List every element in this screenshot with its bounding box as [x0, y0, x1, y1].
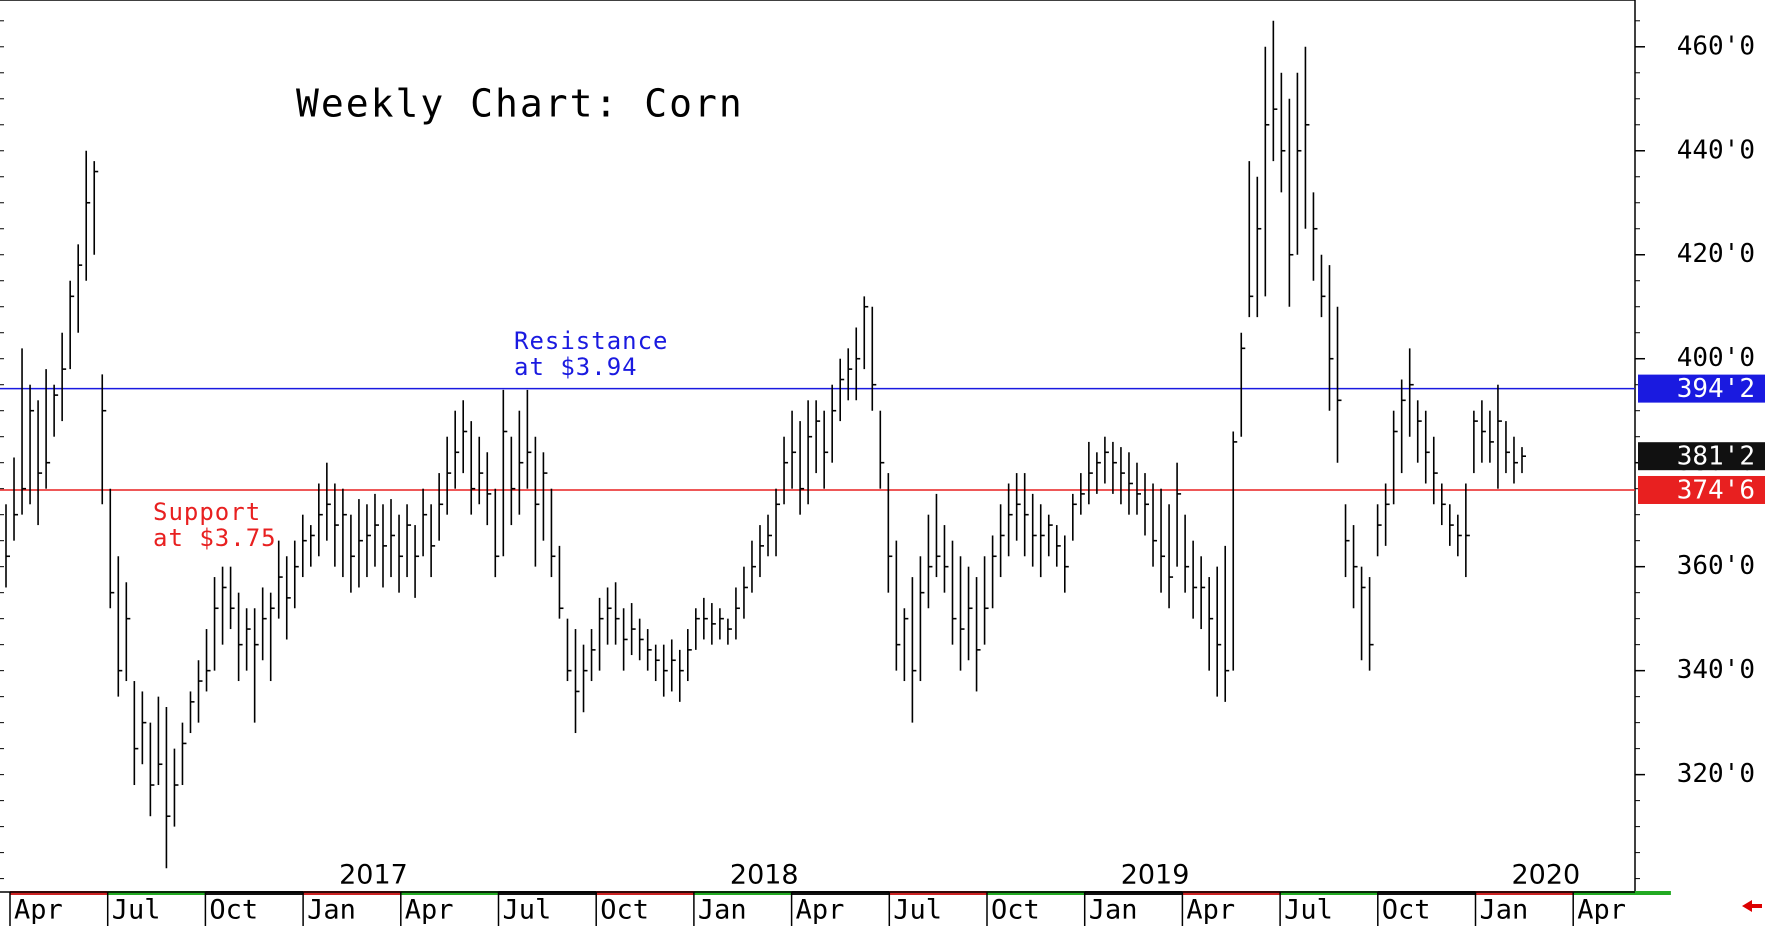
x-tick-label: Apr: [796, 895, 845, 926]
x-tick-label: Jan: [307, 895, 356, 926]
axis-strip: [303, 891, 401, 895]
axis-strip: [400, 891, 499, 895]
axis-strip: [1280, 891, 1378, 895]
y-tick-label: 360'0: [1677, 551, 1755, 581]
axis-strip: [1084, 891, 1183, 895]
year-label: 2018: [730, 860, 799, 891]
level-annotation: at $3.94: [514, 353, 638, 381]
x-tick-label: Jul: [112, 895, 161, 926]
x-tick-label: Apr: [405, 895, 454, 926]
axis-strip: [1182, 891, 1281, 895]
x-tick-label: Jan: [1089, 895, 1138, 926]
axis-strip: [205, 891, 304, 895]
axis-strip: [889, 891, 987, 895]
chart-title: Weekly Chart: Corn: [296, 82, 744, 126]
level-annotation: Support: [153, 498, 261, 526]
y-tick-label: 400'0: [1677, 343, 1755, 373]
price-tag-label: 381'2: [1677, 442, 1755, 472]
level-annotation: Resistance: [514, 327, 669, 355]
axis-strip: [1573, 891, 1671, 895]
axis-strip: [1475, 891, 1574, 895]
x-tick-label: Jan: [1480, 895, 1529, 926]
x-tick-label: Oct: [209, 895, 258, 926]
axis-strip: [693, 891, 792, 895]
x-tick-label: Apr: [1577, 895, 1626, 926]
x-tick-label: Jul: [503, 895, 552, 926]
x-tick-label: Oct: [600, 895, 649, 926]
price-tag: [1638, 374, 1765, 403]
y-tick-label: 420'0: [1677, 239, 1755, 269]
y-tick-label: 320'0: [1677, 759, 1755, 789]
price-tag-label: 374'6: [1677, 475, 1755, 505]
x-tick-label: Jul: [1284, 895, 1333, 926]
price-tag-label: 394'2: [1677, 374, 1755, 404]
axis-strip: [498, 891, 597, 895]
axis-strip: [10, 891, 108, 895]
axis-strip: [1377, 891, 1476, 895]
axis-strip: [791, 891, 890, 895]
x-tick-label: Apr: [1186, 895, 1235, 926]
x-tick-label: Jul: [893, 895, 942, 926]
axis-strip: [987, 891, 1085, 895]
x-tick-label: Jan: [698, 895, 747, 926]
price-tag: [1638, 475, 1765, 504]
year-label: 2019: [1121, 860, 1190, 891]
level-annotation: at $3.75: [153, 524, 277, 552]
logo-arrow: [1742, 900, 1762, 912]
year-label: 2020: [1512, 860, 1581, 891]
x-tick-label: Oct: [1382, 895, 1431, 926]
y-tick-label: 340'0: [1677, 655, 1755, 685]
axis-strip: [596, 891, 694, 895]
y-tick-label: 440'0: [1677, 135, 1755, 165]
year-label: 2017: [339, 860, 408, 891]
price-tag: [1638, 442, 1765, 471]
y-tick-label: 460'0: [1677, 31, 1755, 61]
x-tick-label: Apr: [14, 895, 63, 926]
axis-strip: [107, 891, 206, 895]
x-tick-label: Oct: [991, 895, 1040, 926]
